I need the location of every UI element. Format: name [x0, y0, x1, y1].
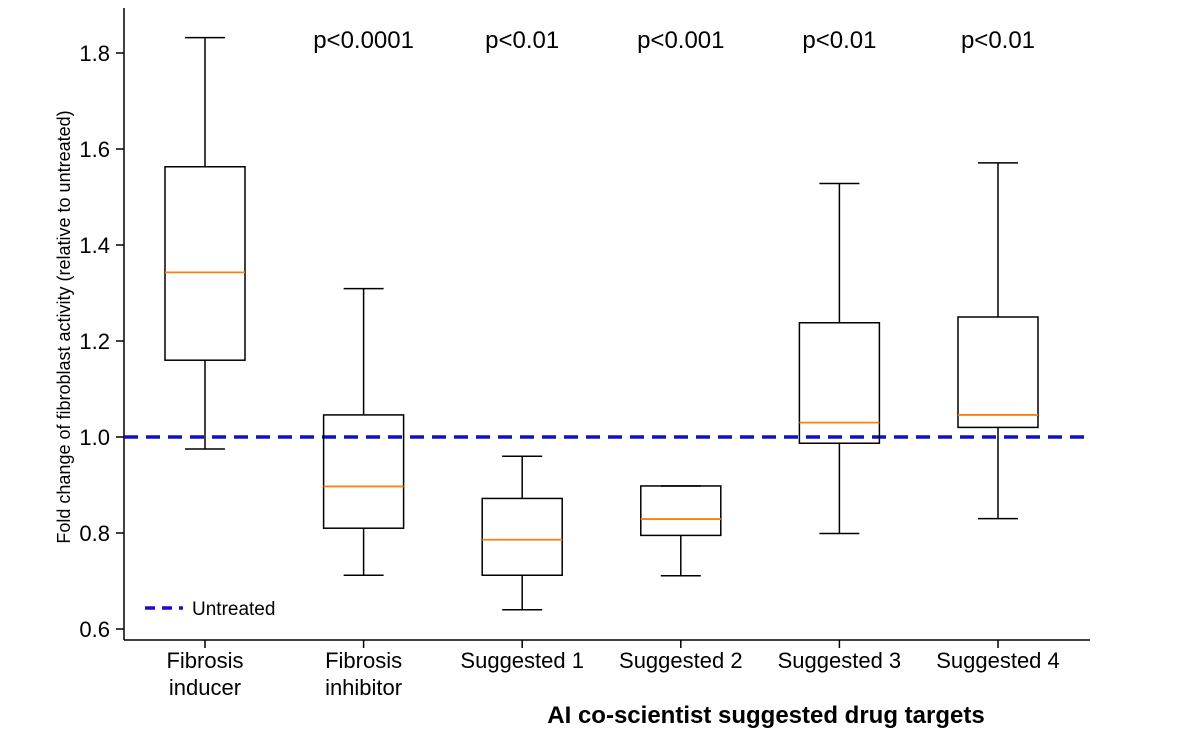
- pvalue-label: p<0.0001: [313, 27, 414, 54]
- x-tick-label: Suggested 3: [778, 648, 902, 673]
- box-1: [164, 36, 246, 450]
- box-iqr: [322, 414, 405, 529]
- boxes-group: [164, 36, 1039, 611]
- y-tick-label: 0.6: [79, 617, 110, 642]
- box-iqr: [164, 166, 246, 361]
- box-iqr: [957, 316, 1039, 429]
- box-6: [957, 162, 1039, 520]
- pvalue-label: p<0.01: [802, 27, 876, 54]
- box-iqr: [798, 322, 881, 444]
- pvalue-label: p<0.001: [637, 27, 724, 54]
- y-tick-label: 1.6: [79, 137, 110, 162]
- pvalue-label: p<0.01: [961, 27, 1035, 54]
- x-tick-label: Fibrosis inducer: [166, 648, 243, 700]
- box-2: [322, 287, 405, 576]
- group-caption: AI co-scientist suggested drug targets: [547, 702, 984, 729]
- x-tick-label: Suggested 2: [619, 648, 743, 673]
- x-axis-ticks: Fibrosis inducer Fibrosis inhibitor Suggeste…: [166, 640, 1060, 700]
- box-iqr: [481, 497, 563, 576]
- box-5: [798, 182, 881, 535]
- y-tick-label: 1.2: [79, 329, 110, 354]
- y-tick-label: 1.0: [79, 425, 110, 450]
- box-iqr: [640, 485, 722, 537]
- x-tick-label: Fibrosis inhibitor: [325, 648, 402, 700]
- y-tick-label: 1.4: [79, 233, 110, 258]
- legend-label-untreated: Untreated: [192, 599, 275, 620]
- x-tick-label: Suggested 1: [460, 648, 584, 673]
- legend: Untreated: [145, 599, 275, 620]
- box-3: [481, 455, 563, 611]
- axes: [123, 8, 1090, 641]
- y-tick-label: 1.8: [79, 41, 110, 66]
- pvalue-label: p<0.01: [485, 27, 559, 54]
- y-axis-label: Fold change of fibroblast activity (rela…: [54, 110, 74, 543]
- box-4: [640, 485, 722, 577]
- x-tick-label: Suggested 4: [936, 648, 1060, 673]
- y-axis-ticks: 0.6 0.8 1.0 1.2 1.4 1.6 1.8: [79, 41, 124, 642]
- y-tick-label: 0.8: [79, 521, 110, 546]
- pvalue-annotations: p<0.0001 p<0.01 p<0.001 p<0.01 p<0.01: [313, 27, 1035, 54]
